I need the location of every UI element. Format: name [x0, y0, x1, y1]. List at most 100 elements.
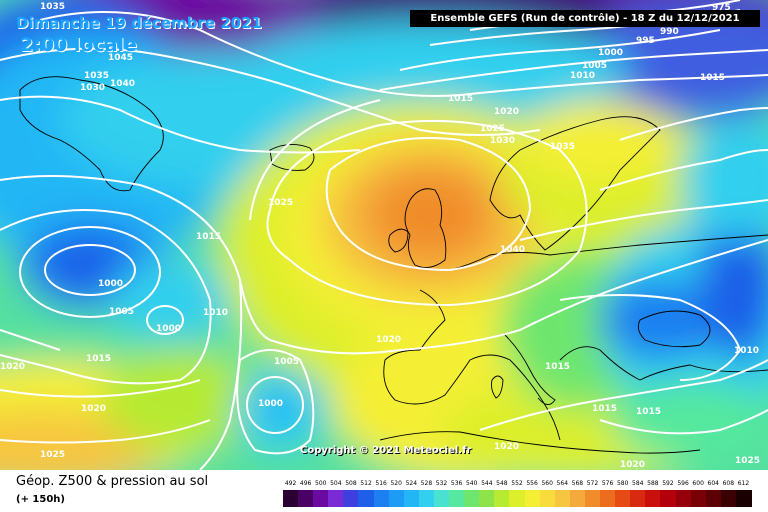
isobar-label: 1020 — [494, 107, 519, 117]
isobar-label: 1020 — [376, 335, 401, 345]
legend-swatch — [449, 490, 466, 507]
legend-swatch — [539, 490, 556, 507]
legend-label: 536 — [450, 480, 463, 487]
legend-label: 496 — [299, 480, 312, 487]
legend-swatch — [343, 490, 360, 507]
isobar-label: 1035 — [550, 142, 575, 152]
isobar-label: 1030 — [490, 136, 515, 146]
legend-label: 548 — [496, 480, 508, 487]
legend-label: 492 — [284, 480, 297, 487]
legend-label: 512 — [360, 480, 372, 487]
legend-label: 600 — [692, 480, 704, 487]
coastlines — [19, 76, 768, 454]
legend-swatch — [373, 490, 390, 507]
legend-label: 608 — [722, 480, 735, 487]
isobar-label: 1020 — [620, 460, 645, 470]
legend-swatch — [705, 490, 722, 507]
legend-swatch — [418, 490, 435, 507]
isobar-label: 1045 — [108, 53, 133, 63]
legend-swatch — [358, 490, 375, 507]
isobar-label: 1015 — [545, 362, 570, 372]
isobar-label: 1010 — [570, 71, 595, 81]
isobar-label: 1020 — [81, 404, 106, 414]
legend-swatch — [298, 490, 315, 507]
forecast-lead-time: (+ 150h) — [16, 494, 65, 505]
legend-swatch — [675, 490, 692, 507]
legend-label: 508 — [345, 480, 357, 487]
legend-swatch — [403, 490, 420, 507]
isobar-label: 995 — [636, 36, 655, 46]
isobar-label: 1035 — [84, 71, 109, 81]
isobar-label: 1040 — [110, 79, 135, 89]
isobar-label: 1030 — [80, 83, 105, 93]
isobar-label: 1025 — [480, 124, 505, 134]
isobar-label: 1025 — [40, 450, 65, 460]
isobar-label: 990 — [660, 27, 679, 37]
legend-label: 500 — [315, 480, 327, 487]
legend-swatch — [283, 490, 300, 507]
isobar-label: 975 — [712, 3, 731, 13]
legend-label: 520 — [390, 480, 402, 487]
legend-label: 544 — [481, 480, 493, 487]
isobar-label: 1015 — [448, 94, 473, 104]
isobar-label: 1005 — [582, 61, 607, 71]
legend-label: 564 — [556, 480, 569, 487]
legend-swatch — [615, 490, 632, 507]
isobar-label: 1040 — [500, 245, 525, 255]
isobar-label: 1000 — [156, 324, 181, 334]
isobar-label: 1015 — [592, 404, 617, 414]
isobar-label: 1005 — [109, 307, 134, 317]
legend-swatch — [494, 490, 511, 507]
legend-label: 592 — [662, 480, 674, 487]
legend-label: 516 — [375, 480, 387, 487]
isobar-label: 1020 — [494, 442, 519, 452]
isobar-label: 1020 — [0, 362, 25, 372]
isobar-label: 1025 — [268, 198, 293, 208]
geopotential-field: 1035 1045 1040 1035 1030 975 990 995 100… — [0, 0, 768, 470]
legend-label: 540 — [465, 480, 478, 487]
color-field — [0, 0, 768, 470]
legend-swatch — [690, 490, 707, 507]
legend-label: 604 — [707, 480, 719, 487]
legend-label: 580 — [616, 480, 629, 487]
legend-swatch — [479, 490, 496, 507]
legend-label: 612 — [737, 480, 750, 487]
isobar-label: 1035 — [40, 2, 65, 12]
legend-swatch — [630, 490, 647, 507]
legend-swatch — [735, 490, 752, 507]
isobar-label: 1015 — [86, 354, 111, 364]
color-scale-legend: 492 496 500 504 508 512 516 520 524 528 532 536 540 5… — [283, 478, 752, 508]
legend-swatch — [569, 490, 586, 507]
weather-map: 1035 1045 1040 1035 1030 975 990 995 100… — [0, 0, 768, 470]
legend-swatch — [313, 490, 330, 507]
legend-swatch — [554, 490, 571, 507]
legend-label: 560 — [541, 480, 553, 487]
legend-label: 532 — [435, 480, 448, 487]
legend-label: 572 — [586, 480, 599, 487]
legend-label: 504 — [330, 480, 342, 487]
isobar-label: 1000 — [258, 399, 283, 409]
legend-swatch — [388, 490, 405, 507]
legend-label: 528 — [420, 480, 433, 487]
legend-swatch — [600, 490, 617, 507]
legend-swatch — [509, 490, 526, 507]
isobar-label: 1015 — [636, 407, 661, 417]
isobar-label: 1025 — [735, 456, 760, 466]
isobar-label: 1015 — [196, 232, 221, 242]
copyright-notice: Copyright © 2021 Meteociel.fr — [300, 445, 472, 456]
legend-swatch — [464, 490, 481, 507]
forecast-date: Dimanche 19 décembre 2021 — [16, 14, 262, 32]
legend-label: 596 — [677, 480, 689, 487]
isobar-label: 1010 — [203, 308, 228, 318]
isobar-label: 1015 — [700, 73, 725, 83]
legend-swatch — [584, 490, 602, 507]
legend-label: 556 — [526, 480, 538, 487]
isobar-labels: 1035 1045 1040 1035 1030 975 990 995 100… — [0, 2, 760, 470]
legend-label: 584 — [632, 480, 644, 487]
map-parameter-title: Géop. Z500 & pression au sol — [16, 474, 209, 489]
legend-label: 568 — [571, 480, 584, 487]
isobar-label: 1005 — [274, 357, 299, 367]
legend-label: 524 — [405, 480, 418, 487]
legend-swatch — [720, 490, 737, 507]
model-run-info: Ensemble GEFS (Run de contrôle) - 18 Z d… — [410, 10, 760, 27]
